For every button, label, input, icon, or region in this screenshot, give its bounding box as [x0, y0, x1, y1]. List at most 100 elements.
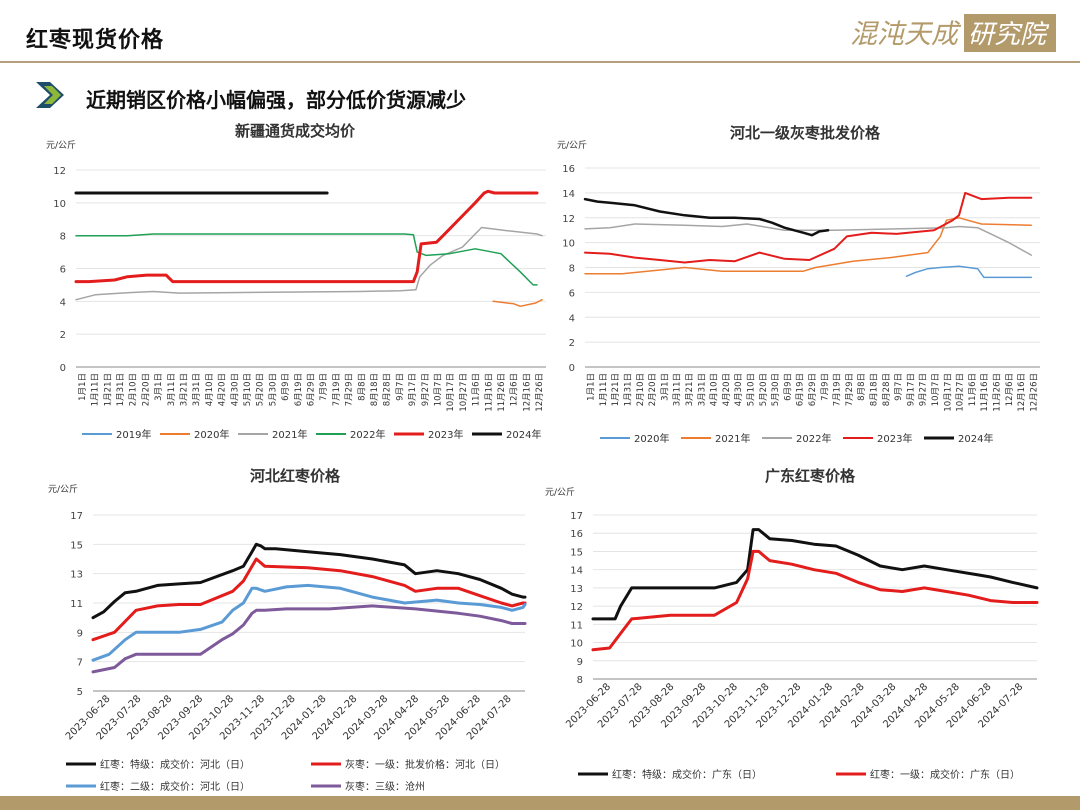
x-tick-label: 8月28日: [882, 373, 892, 406]
series-line: [905, 265, 1033, 279]
x-tick-label: 7月19日: [833, 373, 843, 406]
x-tick-label: 3月1日: [154, 373, 164, 401]
legend-label: 2022年: [796, 432, 831, 445]
y-tick-label: 7: [77, 658, 83, 669]
y-tick-label: 9: [577, 657, 583, 668]
x-tick-label: 10月7日: [434, 373, 444, 406]
y-axis-unit: 元/公斤: [46, 140, 76, 151]
x-tick-label: 10月17日: [943, 373, 953, 412]
legend-label: 2024年: [958, 432, 993, 445]
series-line: [91, 604, 527, 674]
x-tick-label: 9月27日: [919, 373, 929, 406]
y-tick-label: 10: [570, 639, 583, 650]
y-tick-label: 6: [569, 288, 575, 299]
x-tick-label: 1月31日: [116, 373, 126, 406]
x-tick-label: 10月7日: [931, 373, 941, 406]
x-tick-label: 10月27日: [956, 373, 966, 412]
x-tick-label: 6月29日: [307, 373, 317, 406]
x-tick-label: 12月6日: [510, 373, 520, 406]
x-tick-label: 1月11日: [91, 373, 101, 406]
x-tick-label: 4月10日: [710, 373, 720, 406]
series-line: [583, 197, 830, 237]
x-tick-label: 2月20日: [648, 373, 658, 406]
legend-label: 2023年: [428, 428, 463, 441]
y-axis-unit: 元/公斤: [557, 140, 587, 151]
chart-title: 新疆通货成交均价: [235, 122, 356, 140]
x-tick-label: 12月16日: [522, 373, 532, 412]
legend-label: 2020年: [634, 432, 669, 445]
x-tick-label: 1月1日: [587, 373, 597, 401]
x-tick-label: 2月20日: [141, 373, 151, 406]
x-tick-label: 11月16日: [980, 373, 990, 412]
x-tick-label: 5月30日: [771, 373, 781, 406]
y-tick-label: 0: [569, 363, 575, 374]
legend-label: 2023年: [877, 432, 912, 445]
x-tick-label: 3月21日: [179, 373, 189, 406]
x-tick-label: 1月31日: [624, 373, 634, 406]
x-tick-label: 6月9日: [281, 373, 291, 401]
y-tick-label: 4: [569, 313, 575, 324]
x-tick-label: 9月17日: [408, 373, 418, 406]
chart-hebei-red-jujube: 河北红枣价格元/公斤579111315172023-06-282023-07-2…: [48, 467, 527, 793]
x-tick-label: 12月16日: [1017, 373, 1027, 412]
section-subtitle: 近期销区价格小幅偏强，部分低价货源减少: [86, 88, 466, 112]
x-tick-label: 10月27日: [459, 373, 469, 412]
y-tick-label: 14: [562, 189, 575, 200]
y-tick-label: 5: [77, 687, 83, 698]
x-tick-label: 7月19日: [332, 373, 342, 406]
series-line: [91, 557, 527, 642]
x-tick-label: 2月10日: [129, 373, 139, 406]
series-line: [91, 583, 527, 662]
x-tick-label: 8月18日: [370, 373, 380, 406]
legend-label: 2020年: [194, 428, 229, 441]
y-tick-label: 14: [570, 566, 583, 577]
x-tick-label: 8月18日: [869, 373, 879, 406]
y-tick-label: 13: [570, 584, 583, 595]
x-tick-label: 11月26日: [497, 373, 507, 412]
series-line: [584, 191, 1033, 264]
legend-label: 2024年: [506, 428, 541, 441]
y-tick-label: 12: [562, 214, 575, 225]
chevron-right-icon: [36, 82, 64, 108]
x-tick-label: 4月20日: [218, 373, 228, 406]
y-tick-label: 9: [77, 628, 83, 639]
x-tick-label: 8月8日: [857, 373, 867, 401]
series-line: [75, 233, 538, 286]
y-tick-label: 6: [60, 265, 66, 276]
x-tick-label: 2月10日: [636, 373, 646, 406]
y-tick-label: 12: [53, 166, 66, 177]
x-tick-label: 7月9日: [319, 373, 329, 401]
x-tick-label: 5月20日: [759, 373, 769, 406]
x-tick-label: 12月6日: [1005, 373, 1015, 406]
y-tick-label: 8: [577, 675, 583, 686]
x-tick-label: 4月30日: [734, 373, 744, 406]
x-tick-label: 3月31日: [192, 373, 202, 406]
legend-label: 红枣：特级：成交价：广东（日）: [612, 768, 762, 781]
legend-label: 2021年: [272, 428, 307, 441]
x-tick-label: 3月21日: [685, 373, 695, 406]
series-line: [74, 189, 539, 284]
x-tick-label: 9月7日: [894, 373, 904, 401]
x-tick-label: 3月1日: [660, 373, 670, 401]
x-tick-label: 12月26日: [535, 373, 545, 412]
x-tick-label: 8月8日: [357, 373, 367, 401]
x-tick-label: 11月6日: [968, 373, 978, 406]
y-tick-label: 2: [60, 330, 66, 341]
y-tick-label: 12: [570, 602, 583, 613]
chart-title: 河北一级灰枣批发价格: [730, 124, 881, 142]
x-tick-label: 8月28日: [383, 373, 393, 406]
y-tick-label: 17: [70, 511, 83, 522]
legend-label: 灰枣：一级：批发价格：河北（日）: [345, 758, 505, 771]
y-axis-unit: 元/公斤: [48, 484, 78, 495]
svg-text:混沌天成: 混沌天成: [850, 19, 962, 50]
y-tick-label: 8: [60, 232, 66, 243]
x-tick-label: 9月17日: [906, 373, 916, 406]
legend-label: 2019年: [116, 428, 151, 441]
x-tick-label: 9月7日: [395, 373, 405, 401]
chart-guangdong-red-jujube: 广东红枣价格元/公斤8910111213141516172023-06-2820…: [545, 467, 1039, 781]
y-tick-label: 11: [570, 620, 583, 631]
chart-title: 河北红枣价格: [250, 467, 341, 485]
x-tick-label: 11月6日: [472, 373, 482, 406]
x-tick-label: 5月20日: [256, 373, 266, 406]
x-tick-label: 1月11日: [599, 373, 609, 406]
